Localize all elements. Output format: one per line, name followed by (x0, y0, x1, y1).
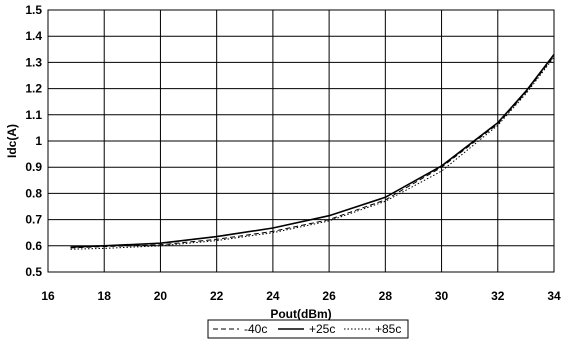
series-line-0 (70, 55, 555, 249)
y-tick-labels: 0.5 0.6 0.7 0.8 0.9 1 1.1 1.2 1.3 1.4 1.5 (25, 3, 42, 279)
y-axis-title: Idc(A) (5, 124, 19, 158)
series-line-1 (70, 54, 555, 248)
x-tick-label: 34 (547, 289, 561, 303)
x-tick-label: 20 (154, 289, 168, 303)
x-tick-label: 22 (210, 289, 224, 303)
y-tick-label: 0.8 (25, 186, 42, 200)
y-tick-label: 1.5 (25, 3, 42, 17)
x-tick-label: 30 (435, 289, 449, 303)
y-tick-label: 1.2 (25, 82, 42, 96)
legend: -40c +25c +85c (207, 319, 409, 339)
x-tick-label: 18 (98, 289, 112, 303)
x-tick-label: 24 (266, 289, 280, 303)
y-tick-label: 0.6 (25, 239, 42, 253)
legend-label-0: -40c (244, 322, 267, 336)
series-group (70, 54, 555, 250)
x-tick-label: 28 (379, 289, 393, 303)
y-tick-label: 0.7 (25, 213, 42, 227)
x-tick-label: 16 (41, 289, 55, 303)
y-tick-label: 1.3 (25, 55, 42, 69)
x-tick-label: 32 (491, 289, 505, 303)
y-tick-label: 0.5 (25, 265, 42, 279)
y-tick-label: 1.1 (25, 108, 42, 122)
legend-label-2: +85c (375, 322, 401, 336)
series-line-2 (70, 56, 555, 250)
x-tick-labels: 16 18 20 22 24 26 28 30 32 34 (41, 289, 561, 303)
y-tick-label: 1.4 (25, 29, 42, 43)
legend-box (207, 319, 409, 339)
y-tick-label: 0.9 (25, 160, 42, 174)
plot-frame (47, 9, 555, 273)
y-tick-label: 1 (35, 134, 42, 148)
x-axis-title: Pout(dBm) (270, 307, 331, 321)
x-tick-label: 26 (322, 289, 336, 303)
legend-label-1: +25c (309, 322, 335, 336)
